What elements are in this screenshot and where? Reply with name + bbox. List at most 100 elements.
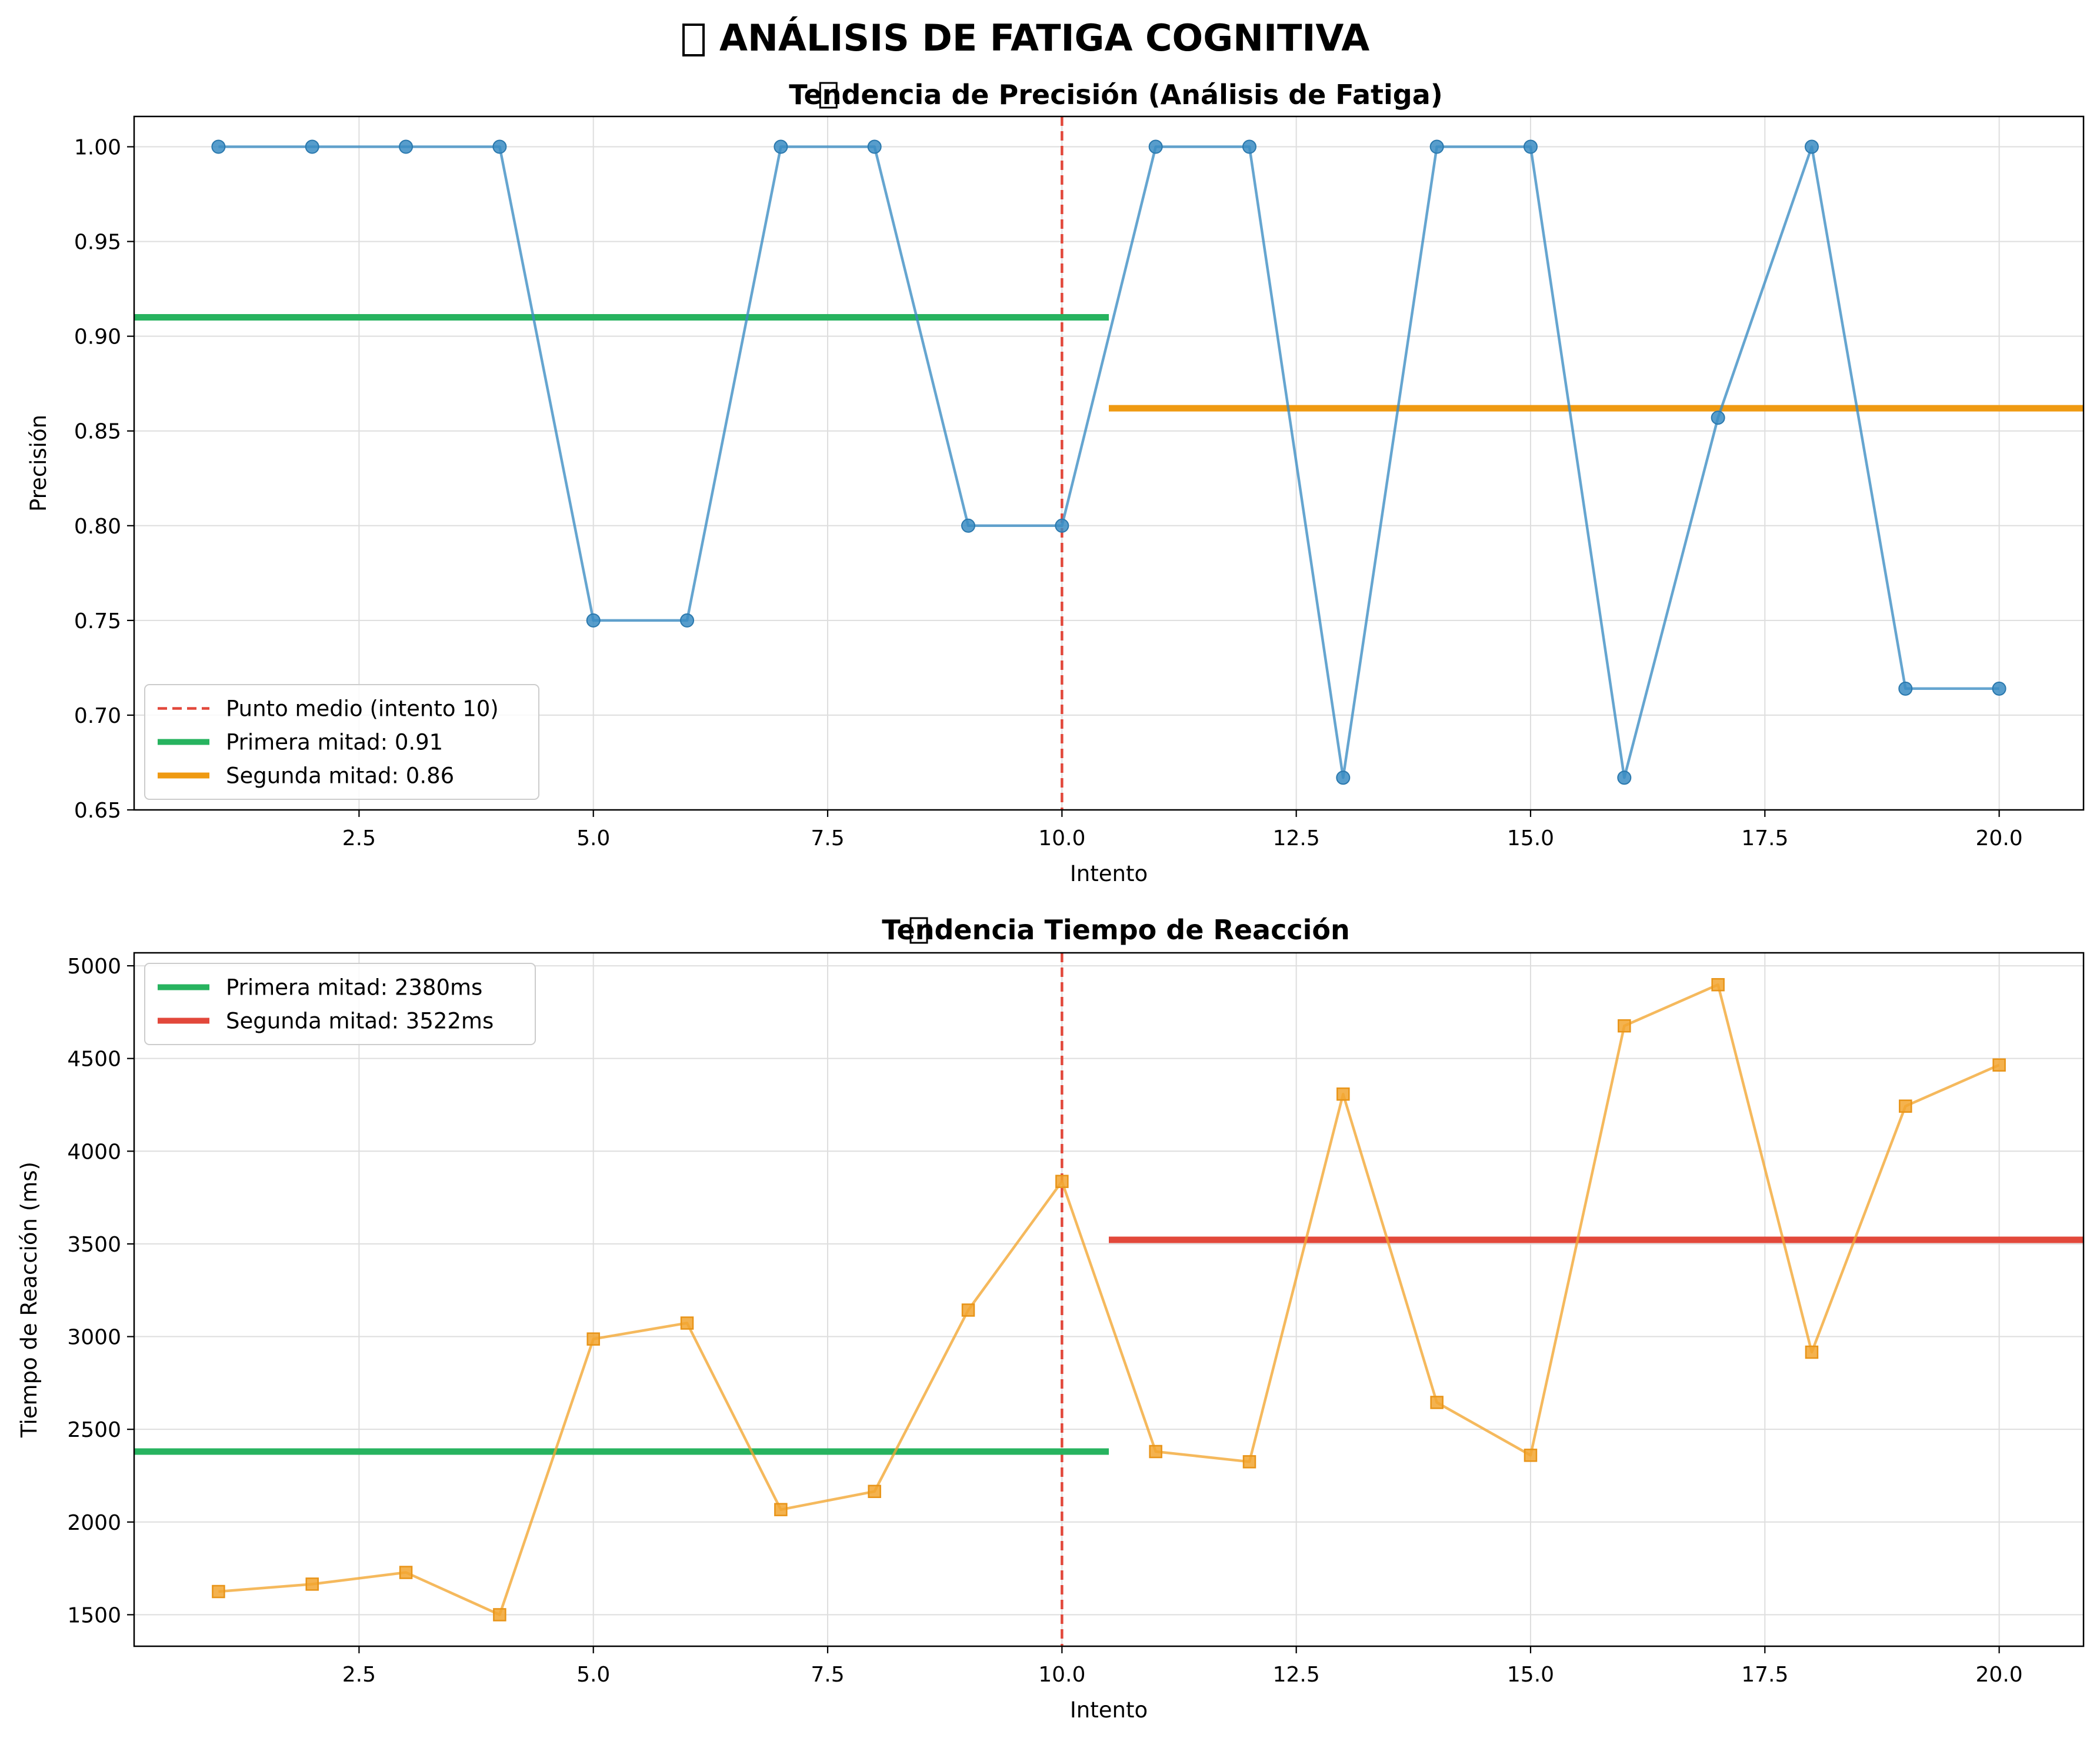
data-point xyxy=(305,139,319,154)
axes-title: Tendencia Tiempo de Reacción xyxy=(882,914,1349,946)
data-point xyxy=(774,139,788,154)
data-point xyxy=(1242,139,1256,154)
x-tick-label: 2.5 xyxy=(342,826,376,850)
data-point xyxy=(1711,978,1725,992)
y-tick-label: 0.70 xyxy=(74,704,121,728)
axes-frame xyxy=(133,952,2085,1647)
reaction-time-chart: Tendencia Tiempo de Reacción 2.5 5.0 7.5 10.… xyxy=(16,914,2085,1723)
data-point xyxy=(774,1503,788,1516)
legend-label: Segunda mitad: 3522ms xyxy=(226,1009,494,1034)
legend-label: Primera mitad: 2380ms xyxy=(226,975,482,1000)
legend-box xyxy=(144,963,536,1045)
y-tick-label: 4000 xyxy=(67,1140,121,1164)
x-axis-label: Intento xyxy=(1070,861,1148,886)
y-tick-label: 2000 xyxy=(67,1511,121,1535)
x-tick-label: 2.5 xyxy=(342,1663,376,1687)
data-point xyxy=(1992,681,2006,696)
image-glyph-box-icon xyxy=(819,82,838,109)
y-tick-label: 3500 xyxy=(67,1233,121,1257)
legend: Punto medio (intento 10) Primera mitad: 0… xyxy=(144,684,539,800)
x-tick-label: 20.0 xyxy=(1976,826,2023,850)
data-point xyxy=(305,1577,319,1591)
data-point xyxy=(1805,1345,1819,1359)
axes-title: Tendencia de Precisión (Análisis de Fati… xyxy=(789,79,1443,111)
data-point xyxy=(1430,1396,1444,1409)
data-point xyxy=(1711,411,1725,425)
y-tick-label: 1500 xyxy=(67,1603,121,1627)
data-point xyxy=(1898,681,1913,696)
data-point xyxy=(868,1485,881,1499)
data-point xyxy=(493,1608,506,1622)
image-glyph-box-icon xyxy=(909,917,928,944)
x-tick-label: 20.0 xyxy=(1976,1663,2023,1687)
data-point xyxy=(1524,1449,1538,1462)
precision-chart: Tendencia de Precisión (Análisis de Fati… xyxy=(26,79,2085,886)
legend: Primera mitad: 2380ms Segunda mitad: 3522… xyxy=(144,963,536,1045)
data-point xyxy=(586,613,601,628)
data-point xyxy=(1148,139,1163,154)
data-point xyxy=(399,139,414,154)
x-tick-label: 5.0 xyxy=(576,1663,610,1687)
y-axis-label: Tiempo de Reacción (ms) xyxy=(16,1162,42,1438)
x-tick-label: 17.5 xyxy=(1741,1663,1788,1687)
data-point xyxy=(1055,1175,1069,1188)
data-point xyxy=(1523,139,1538,154)
x-tick-label: 7.5 xyxy=(811,1663,844,1687)
y-tick-label: 4500 xyxy=(67,1048,121,1072)
data-point xyxy=(1055,518,1069,533)
grid-lines xyxy=(134,953,2084,1646)
figure-title-group: ANÁLISIS DE FATIGA COGNITIVA xyxy=(682,16,1369,59)
series-line xyxy=(218,145,1999,779)
data-point xyxy=(1149,1445,1162,1459)
data-point xyxy=(1804,139,1819,154)
data-point xyxy=(1899,1099,1912,1113)
axes-frame xyxy=(133,115,2085,811)
data-point xyxy=(1429,139,1444,154)
x-tick-label: 12.5 xyxy=(1273,826,1320,850)
data-point xyxy=(680,1316,694,1330)
y-axis-label: Precisión xyxy=(26,415,51,512)
x-tick-label: 7.5 xyxy=(811,826,844,850)
data-point xyxy=(1242,1455,1256,1469)
data-point xyxy=(1336,770,1351,785)
y-tick-label: 1.00 xyxy=(74,136,121,160)
x-axis-label: Intento xyxy=(1070,1697,1148,1723)
data-point xyxy=(961,518,976,533)
image-glyph-box-icon xyxy=(682,24,705,56)
x-tick-label: 10.0 xyxy=(1038,1663,1085,1687)
x-tick-label: 5.0 xyxy=(576,826,610,850)
y-tick-label: 5000 xyxy=(67,955,121,979)
data-point xyxy=(1336,1087,1350,1101)
y-tick-label: 0.85 xyxy=(74,420,121,444)
y-tick-label: 0.80 xyxy=(74,515,121,539)
series-line xyxy=(218,983,2000,1616)
data-point xyxy=(961,1303,975,1317)
x-tick-label: 15.0 xyxy=(1507,826,1554,850)
y-tick-label: 2500 xyxy=(67,1418,121,1442)
y-tick-label: 3000 xyxy=(67,1326,121,1350)
data-point xyxy=(1617,770,1632,785)
legend-label: Punto medio (intento 10) xyxy=(226,696,499,722)
x-tick-label: 10.0 xyxy=(1038,826,1085,850)
data-point xyxy=(1618,1019,1631,1033)
data-point xyxy=(680,613,695,628)
data-point xyxy=(586,1332,600,1346)
data-point xyxy=(212,1584,225,1599)
x-tick-label: 15.0 xyxy=(1507,1663,1554,1687)
x-tick-label: 12.5 xyxy=(1273,1663,1320,1687)
data-point xyxy=(867,139,882,154)
y-tick-label: 0.90 xyxy=(74,325,121,349)
legend-label: Primera mitad: 0.91 xyxy=(226,730,443,755)
figure-title: ANÁLISIS DE FATIGA COGNITIVA xyxy=(719,16,1369,59)
y-tick-label: 0.75 xyxy=(74,609,121,633)
y-tick-label: 0.95 xyxy=(74,231,121,255)
data-point xyxy=(1992,1058,2006,1072)
data-point xyxy=(492,139,507,154)
y-tick-label: 0.65 xyxy=(74,799,121,823)
legend-label: Segunda mitad: 0.86 xyxy=(226,763,454,789)
data-point xyxy=(399,1566,413,1579)
data-point xyxy=(211,139,226,154)
legend-box xyxy=(144,684,539,800)
